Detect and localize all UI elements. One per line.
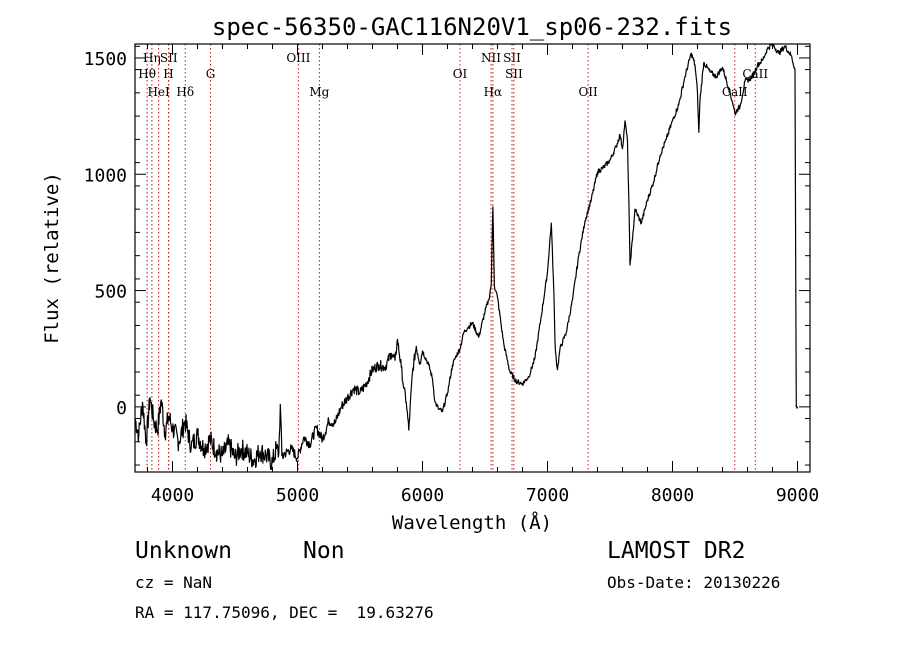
spectral-line-label: SII (160, 51, 178, 65)
spectral-line-label: SII (505, 67, 523, 81)
y-tick-label: 500 (94, 282, 127, 303)
spectral-line-label: Hδ (176, 85, 194, 99)
spectral-line-label: NII (481, 51, 501, 65)
subclass-label: Non (303, 538, 345, 564)
class-label: Unknown (135, 538, 232, 564)
y-tick-label: 0 (116, 398, 127, 419)
redshift-text: cz = NaN (135, 573, 213, 592)
y-axis-label: Flux (relative) (41, 172, 63, 344)
spectral-line-label: G (206, 67, 216, 81)
survey-label: LAMOST DR2 (607, 538, 746, 564)
spectral-line-label: Mg (309, 85, 329, 99)
spectral-line-label: OII (578, 85, 598, 99)
chart-title: spec-56350-GAC116N20V1_sp06-232.fits (212, 13, 732, 41)
x-tick-label: 9000 (776, 485, 819, 506)
spectral-line-label: SII (503, 51, 521, 65)
spectral-line-label: Hθ (138, 67, 156, 81)
axis-ticks: 4000 5000 6000 7000 8000 9000 0 500 1000 1500 (84, 44, 819, 506)
x-tick-label: 6000 (401, 485, 444, 506)
spectral-line-label: HeI (147, 85, 170, 99)
spectral-line-label: H (163, 67, 173, 81)
coordinates-text: RA = 117.75096, DEC = 19.63276 (135, 603, 434, 622)
x-axis-label: Wavelength (Å) (392, 511, 552, 534)
x-tick-label: 4000 (151, 485, 194, 506)
x-tick-label: 5000 (276, 485, 319, 506)
x-tick-label: 8000 (651, 485, 694, 506)
y-tick-label: 1000 (84, 165, 127, 186)
spectral-line-label: OI (453, 67, 468, 81)
spectral-line-label: OIII (286, 51, 310, 65)
x-tick-label: 7000 (526, 485, 569, 506)
y-tick-label: 1500 (84, 49, 127, 70)
spectral-line-label: Hα (484, 85, 503, 99)
plot-frame (134, 43, 811, 473)
spectrum-series-line (134, 43, 799, 470)
obs-date-text: Obs-Date: 20130226 (607, 573, 781, 592)
